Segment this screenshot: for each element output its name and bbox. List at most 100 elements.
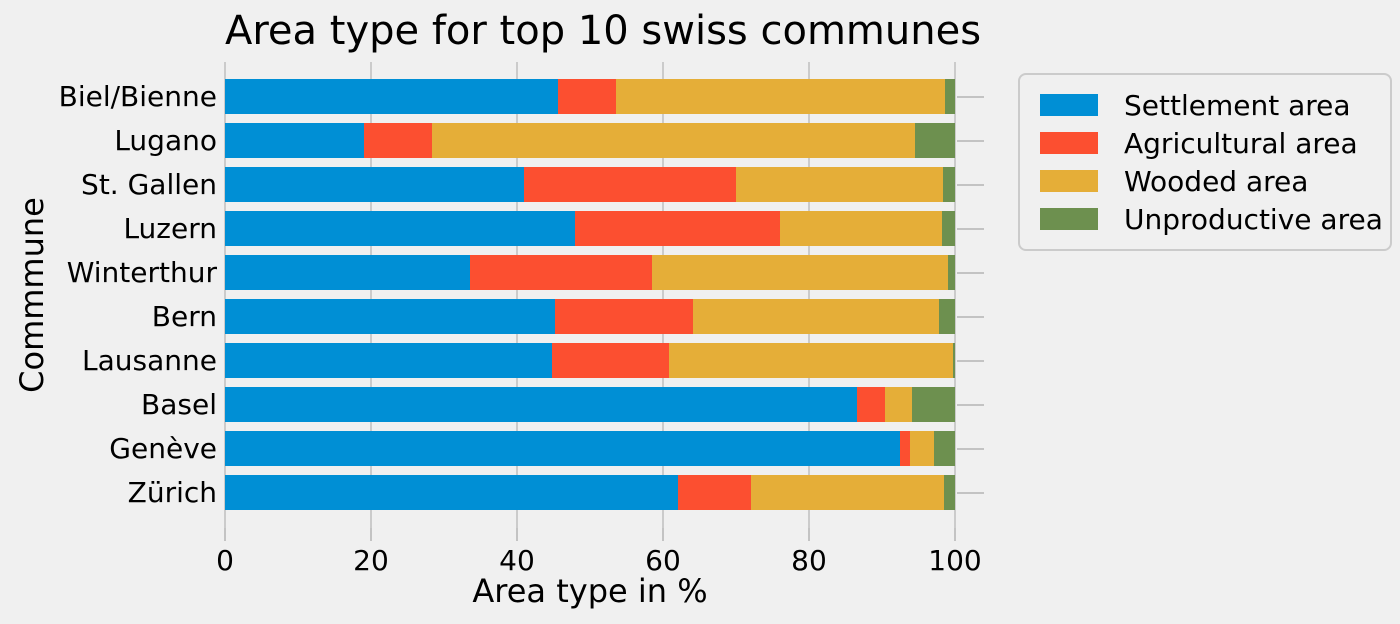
bar-segment-wooded [615, 79, 945, 114]
y-right-tick [957, 403, 984, 406]
x-tick [662, 528, 664, 541]
bar-row [225, 167, 955, 202]
legend-item: Unproductive area [1040, 200, 1383, 238]
legend-label: Unproductive area [1124, 202, 1383, 236]
bar-segment-unproductive [952, 343, 955, 378]
bar-row [225, 475, 955, 510]
y-right-tick [957, 139, 984, 142]
bar-segment-agricultural [575, 211, 780, 246]
gridline [662, 62, 664, 528]
y-right-tick [957, 315, 984, 318]
bar-segment-agricultural [552, 343, 669, 378]
y-right-tick [957, 447, 984, 450]
x-tick [224, 528, 226, 541]
legend-swatch [1040, 170, 1098, 192]
x-tick [808, 528, 810, 541]
y-tick-label: Biel/Bienne [58, 80, 217, 113]
x-tick-label: 40 [499, 544, 535, 577]
y-tick-label: Zürich [127, 476, 217, 509]
bar-segment-settlement [225, 431, 900, 466]
legend-swatch [1040, 94, 1098, 116]
y-right-tick [957, 183, 984, 186]
bar-segment-wooded [652, 255, 948, 290]
bar-segment-wooded [735, 167, 943, 202]
y-tick-label: Winterthur [66, 256, 217, 289]
y-right-tick [957, 271, 984, 274]
legend-label: Agricultural area [1124, 126, 1358, 160]
bar-segment-unproductive [938, 299, 955, 334]
bar-segment-settlement [225, 167, 525, 202]
y-tick-label: Genève [109, 432, 217, 465]
bar-row [225, 431, 955, 466]
bar-segment-unproductive [947, 255, 955, 290]
bar-segment-settlement [225, 387, 858, 422]
bar-segment-wooded [751, 475, 945, 510]
bar-row [225, 211, 955, 246]
bar-row [225, 123, 955, 158]
x-tick [516, 528, 518, 541]
y-tick-label: Lugano [114, 124, 217, 157]
y-right-tick [957, 227, 984, 230]
gridline [370, 62, 372, 528]
bar-segment-settlement [225, 79, 558, 114]
y-right-tick [957, 359, 984, 362]
bar-row [225, 343, 955, 378]
legend-item: Agricultural area [1040, 124, 1380, 162]
x-tick-label: 60 [645, 544, 681, 577]
bar-segment-wooded [432, 123, 915, 158]
y-tick-label: Luzern [123, 212, 217, 245]
bar-segment-agricultural [363, 123, 433, 158]
y-tick-label: St. Gallen [81, 168, 217, 201]
bar-segment-wooded [884, 387, 912, 422]
bar-segment-settlement [225, 255, 471, 290]
bar-segment-settlement [225, 475, 678, 510]
bar-segment-wooded [668, 343, 953, 378]
bar-segment-settlement [225, 123, 364, 158]
bar-segment-agricultural [857, 387, 885, 422]
legend-item: Wooded area [1040, 162, 1380, 200]
x-tick [370, 528, 372, 541]
bar-segment-unproductive [941, 211, 955, 246]
x-tick-label: 0 [216, 544, 234, 577]
plot-area: 0 20 40 60 80 100 [216, 62, 984, 577]
bar-segment-wooded [692, 299, 939, 334]
bar-segment-unproductive [911, 387, 955, 422]
bar-segment-agricultural [557, 79, 616, 114]
bar-segment-settlement [225, 299, 555, 334]
bar-row [225, 387, 955, 422]
legend-item: Settlement area [1040, 86, 1380, 124]
bar-segment-unproductive [933, 431, 955, 466]
bar-row [225, 299, 955, 334]
gridline [224, 62, 226, 528]
bar-segment-unproductive [914, 123, 955, 158]
x-tick-label: 80 [791, 544, 827, 577]
y-tick-label: Bern [151, 300, 217, 333]
gridline [954, 62, 956, 528]
bar-segment-agricultural [470, 255, 653, 290]
y-right-tick [957, 491, 984, 494]
bar-segment-unproductive [944, 475, 955, 510]
bar-segment-wooded [779, 211, 942, 246]
x-tick [954, 528, 956, 541]
bar-row [225, 255, 955, 290]
bar-segment-settlement [225, 343, 553, 378]
x-tick-label: 100 [928, 544, 982, 577]
gridline [808, 62, 810, 528]
bar-segment-unproductive [942, 167, 955, 202]
bar-segment-wooded [909, 431, 934, 466]
legend-label: Wooded area [1124, 164, 1309, 198]
bar-segment-agricultural [677, 475, 752, 510]
gridline [516, 62, 518, 528]
x-tick-label: 20 [353, 544, 389, 577]
x-axis-label: Area type in % [472, 572, 708, 610]
y-right-tick [957, 95, 984, 98]
legend: Settlement area Agricultural area Wooded a… [1018, 73, 1392, 251]
y-tick-label: Basel [141, 388, 217, 421]
bar-segment-agricultural [899, 431, 910, 466]
bar-segment-agricultural [554, 299, 693, 334]
chart-title: Area type for top 10 swiss communes [225, 8, 982, 54]
legend-swatch [1040, 132, 1098, 154]
legend-label: Settlement area [1124, 88, 1351, 122]
bar-segment-unproductive [944, 79, 955, 114]
